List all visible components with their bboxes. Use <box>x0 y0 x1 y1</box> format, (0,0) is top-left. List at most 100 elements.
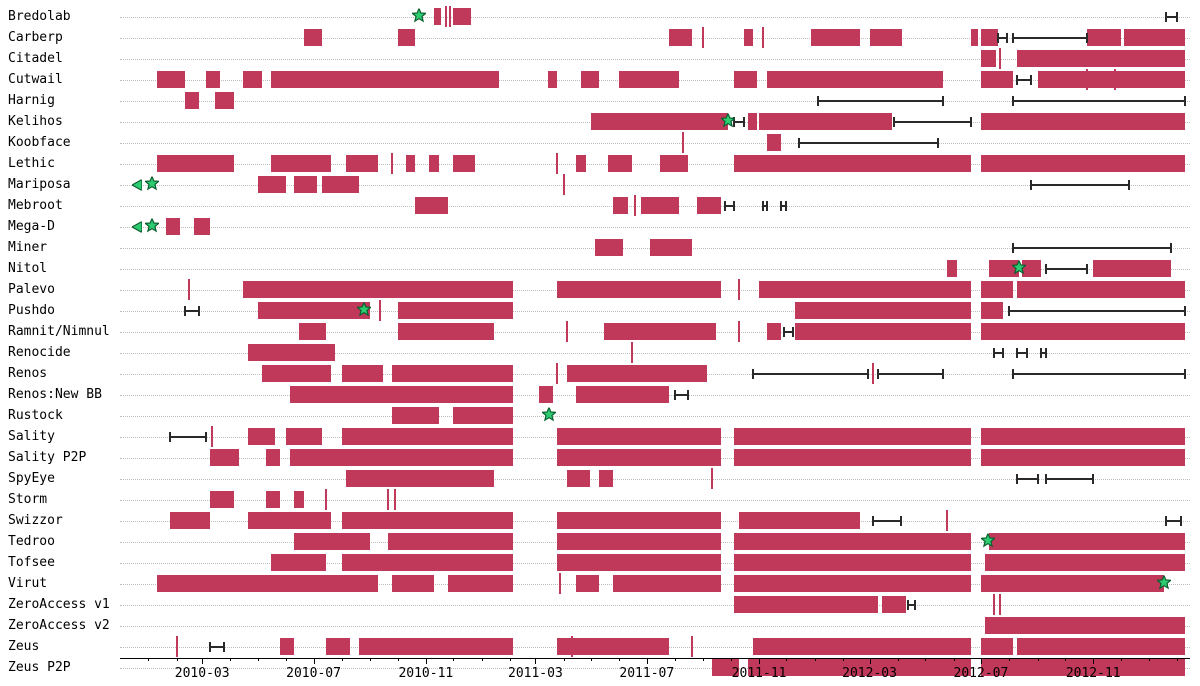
interval-bar <box>734 155 970 172</box>
interval-bar <box>194 218 210 235</box>
interval-bar <box>359 638 513 655</box>
axis-minor-tick <box>258 658 259 661</box>
interval-bar <box>981 449 1186 466</box>
interval-bar <box>567 365 707 382</box>
arrow-left-icon <box>132 175 142 194</box>
row-label: Sality P2P <box>8 451 86 464</box>
interval-bar <box>453 155 475 172</box>
interval-bar <box>392 365 513 382</box>
interval-bar <box>641 197 678 214</box>
interval-bar <box>981 638 1013 655</box>
row-label: Mega-D <box>8 220 55 233</box>
interval-bar <box>248 428 275 445</box>
interval-bar <box>185 92 199 109</box>
axis-tick-label: 2011-03 <box>508 666 563 681</box>
interval-bar <box>342 512 514 529</box>
axis-minor-tick <box>1177 658 1178 661</box>
interval-bar <box>266 491 280 508</box>
axis-minor-tick <box>398 658 399 661</box>
interval-bar <box>576 575 599 592</box>
row-rustock: Rustock <box>0 405 1200 426</box>
interval-bar <box>322 176 359 193</box>
row-storm: Storm <box>0 489 1200 510</box>
interval-bar <box>290 386 514 403</box>
row-ramnit-nimnul: Ramnit/Nimnul <box>0 321 1200 342</box>
row-pushdo: Pushdo <box>0 300 1200 321</box>
interval-bar <box>985 617 1186 634</box>
row-label: Zeus P2P <box>8 661 71 674</box>
row-zeroaccess-v2: ZeroAccess v2 <box>0 615 1200 636</box>
interval-bar <box>697 197 721 214</box>
interval-bar <box>767 71 942 88</box>
event-tick <box>682 132 684 153</box>
axis-tick-label: 2010-07 <box>286 666 341 681</box>
axis-minor-tick <box>1065 658 1066 661</box>
interval-bar <box>981 281 1013 298</box>
event-tick <box>449 6 451 27</box>
interval-bar <box>248 344 336 361</box>
axis-tick-label: 2012-07 <box>954 666 1009 681</box>
interval-bar <box>294 491 303 508</box>
interval-bar <box>342 428 514 445</box>
interval-bar <box>398 323 495 340</box>
interval-bar <box>557 428 720 445</box>
event-tick <box>563 174 565 195</box>
row-label: Tedroo <box>8 535 55 548</box>
interval-bar <box>734 533 970 550</box>
row-renos: Renos <box>0 363 1200 384</box>
row-bredolab: Bredolab <box>0 6 1200 27</box>
axis-tick-label: 2010-03 <box>175 666 230 681</box>
interval-bar <box>748 113 757 130</box>
row-virut: Virut <box>0 573 1200 594</box>
interval-bar <box>669 29 693 46</box>
row-label: Pushdo <box>8 304 55 317</box>
interval-bar <box>453 8 470 25</box>
interval-bar <box>981 155 1186 172</box>
axis-tick <box>759 658 760 664</box>
row-miner: Miner <box>0 237 1200 258</box>
interval-bar <box>795 302 971 319</box>
event-tick <box>556 153 558 174</box>
axis-minor-tick <box>482 658 483 661</box>
interval-bar <box>1087 29 1121 46</box>
star-icon <box>1012 259 1026 278</box>
event-tick <box>999 594 1001 615</box>
row-kelihos: Kelihos <box>0 111 1200 132</box>
interval-bar <box>734 449 970 466</box>
axis-minor-tick <box>510 658 511 661</box>
interval-bar <box>1017 281 1185 298</box>
interval-bar <box>1038 71 1186 88</box>
interval-bar <box>346 155 379 172</box>
interval-bar <box>981 113 1186 130</box>
axis-tick-label: 2011-11 <box>732 666 787 681</box>
event-tick <box>946 510 948 531</box>
row-sality-p2p: Sality P2P <box>0 447 1200 468</box>
interval-bar <box>280 638 295 655</box>
interval-bar <box>170 512 210 529</box>
row-label: Nitol <box>8 262 47 275</box>
interval-bar <box>1093 260 1171 277</box>
row-label: Mebroot <box>8 199 63 212</box>
axis-minor-tick <box>954 658 955 661</box>
interval-bar <box>243 281 513 298</box>
grid-line <box>120 605 1190 606</box>
axis-minor-tick <box>815 658 816 661</box>
row-label: Virut <box>8 577 47 590</box>
axis-tick <box>981 658 982 664</box>
axis-minor-tick <box>177 658 178 661</box>
interval-bar <box>434 8 441 25</box>
interval-bar <box>744 29 753 46</box>
interval-bar <box>210 449 238 466</box>
event-tick <box>556 363 558 384</box>
axis-tick <box>314 658 315 664</box>
axis-minor-tick <box>1009 658 1010 661</box>
row-mariposa: Mariposa <box>0 174 1200 195</box>
axis-baseline <box>120 658 1190 659</box>
axis-tick <box>202 658 203 664</box>
interval-bar <box>210 491 234 508</box>
axis-minor-tick <box>898 658 899 661</box>
row-renocide: Renocide <box>0 342 1200 363</box>
row-label: Ramnit/Nimnul <box>8 325 110 338</box>
interval-bar <box>557 449 720 466</box>
interval-bar <box>591 113 728 130</box>
